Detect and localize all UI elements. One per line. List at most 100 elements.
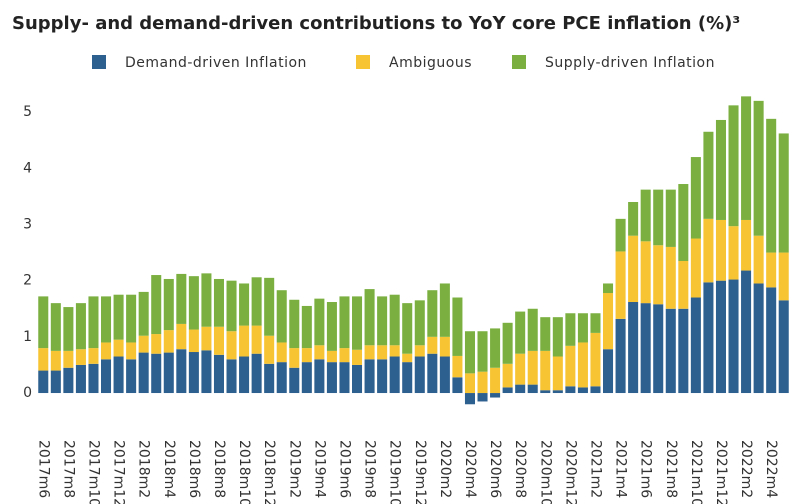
bar-segment — [577, 387, 588, 394]
bar-segment — [690, 297, 701, 394]
bar-segment — [151, 275, 162, 335]
bar-segment — [678, 308, 689, 394]
bar-segment — [226, 359, 237, 394]
y-tick-label: 0 — [23, 385, 32, 401]
bar-segment — [239, 325, 250, 357]
bar-segment — [540, 390, 551, 394]
bar-segment — [289, 299, 300, 349]
bar-segment — [352, 349, 363, 365]
bar-segment — [63, 307, 74, 351]
bar-segment — [75, 303, 86, 350]
legend-label: Supply-driven Inflation — [545, 55, 715, 71]
y-tick-label: 5 — [23, 104, 32, 120]
bar-segment — [289, 348, 300, 368]
bar-segment — [753, 235, 764, 284]
x-tick-label: 2020m2 — [437, 440, 453, 498]
bar-segment — [502, 387, 513, 394]
bar-segment — [226, 280, 237, 332]
legend-label: Ambiguous — [389, 55, 472, 71]
bar-segment — [389, 356, 400, 394]
x-tick-label: 2021m12 — [713, 440, 729, 504]
bar-segment — [741, 96, 752, 220]
bar-segment — [364, 359, 375, 394]
bar-segment — [452, 297, 463, 356]
bar-segment — [352, 364, 363, 394]
bar-segment — [50, 350, 61, 371]
bar-segment — [101, 296, 112, 343]
x-tick-label: 2019m12 — [412, 440, 428, 504]
bar-segment — [565, 313, 576, 346]
bar-segment — [126, 294, 137, 343]
x-tick-label: 2020m6 — [487, 440, 503, 498]
bar-segment — [389, 294, 400, 346]
bar-segment — [778, 300, 789, 394]
bar-segment — [314, 298, 325, 346]
bar-segment — [703, 218, 714, 283]
bar-segment — [264, 363, 275, 394]
bar-segment — [163, 352, 174, 394]
bar-segment — [640, 189, 651, 242]
bar-segment — [653, 245, 664, 305]
bar-segment — [126, 342, 137, 360]
x-tick-label: 2021m4 — [613, 440, 629, 498]
bar-segment — [703, 131, 714, 219]
bar-segment — [414, 345, 425, 357]
bar-segment — [63, 367, 74, 394]
bar-segment — [239, 356, 250, 394]
bar-segment — [264, 277, 275, 336]
x-tick-label: 2019m8 — [362, 440, 378, 498]
bar-segment — [38, 296, 49, 349]
bar-segment — [552, 317, 563, 357]
bar-segment — [88, 296, 99, 349]
bar-segment — [766, 252, 777, 288]
bar-segment — [728, 279, 739, 394]
x-tick-label: 2019m6 — [336, 440, 352, 498]
bar-segment — [477, 331, 488, 372]
bar-segment — [339, 362, 350, 394]
x-tick-label: 2017m10 — [85, 440, 101, 504]
bar-segment — [665, 246, 676, 309]
bar-segment — [515, 353, 526, 385]
bar-segment — [251, 277, 262, 326]
bar-segment — [339, 296, 350, 349]
bar-segment — [163, 278, 174, 331]
x-tick-label: 2019m10 — [387, 440, 403, 504]
bar-segment — [439, 283, 450, 337]
bar-segment — [113, 339, 124, 357]
bar-segment — [138, 335, 149, 353]
x-tick-label: 2017m6 — [35, 440, 51, 498]
x-tick-label: 2017m12 — [111, 440, 127, 504]
bar-segment — [603, 349, 614, 394]
bar-segment — [577, 342, 588, 388]
bar-segment — [427, 336, 438, 354]
bar-segment — [38, 348, 49, 371]
bar-segment — [251, 325, 262, 354]
bar-segment — [615, 218, 626, 252]
bar-segment — [126, 359, 137, 394]
x-tick-label: 2021m10 — [688, 440, 704, 504]
bar-segment — [552, 390, 563, 394]
bar-segment — [88, 348, 99, 364]
bar-segment — [452, 377, 463, 394]
bar-segment — [75, 349, 86, 365]
bar-segment — [289, 367, 300, 394]
bar-segment — [715, 119, 726, 220]
bar-segment — [464, 373, 475, 394]
bar-segment — [176, 349, 187, 394]
bar-segment — [88, 363, 99, 394]
bar-segment — [201, 350, 212, 394]
y-tick-label: 3 — [23, 216, 32, 232]
y-tick-label: 1 — [23, 329, 32, 345]
bar-segment — [402, 303, 413, 354]
x-tick-label: 2020m10 — [537, 440, 553, 504]
bar-segment — [326, 350, 337, 363]
x-tick-label: 2021m2 — [587, 440, 603, 498]
bar-segment — [502, 322, 513, 364]
bar-segment — [527, 350, 538, 385]
bar-segment — [364, 289, 375, 346]
bar-segment — [477, 371, 488, 394]
bar-segment — [527, 308, 538, 351]
bar-segment — [490, 367, 501, 394]
bar-segment — [565, 345, 576, 387]
bar-segment — [63, 350, 74, 368]
